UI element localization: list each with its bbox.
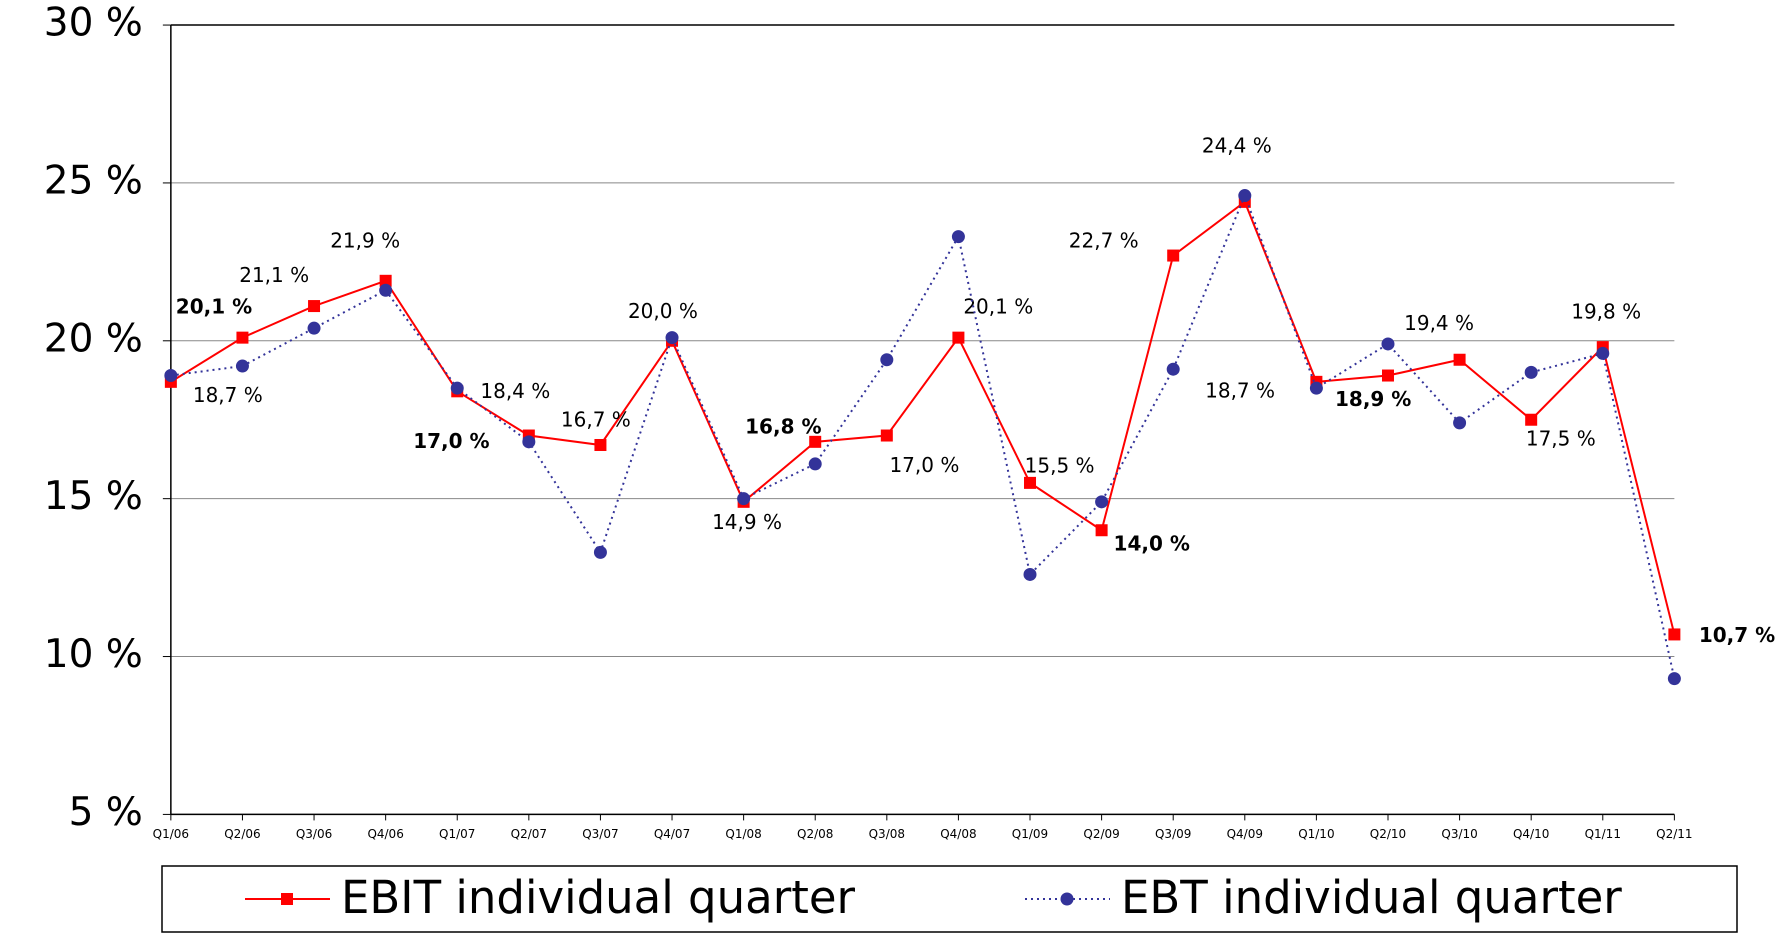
y-tick-label: 20 % bbox=[44, 316, 143, 361]
point bbox=[1309, 381, 1323, 395]
point bbox=[379, 283, 393, 297]
x-tick-label: Q3/07 bbox=[582, 827, 618, 841]
point bbox=[593, 545, 607, 559]
point bbox=[450, 381, 464, 395]
point bbox=[880, 353, 894, 367]
x-tick-label: Q2/06 bbox=[224, 827, 260, 841]
x-tick-label: Q1/08 bbox=[725, 827, 761, 841]
point bbox=[379, 274, 392, 287]
point bbox=[522, 435, 536, 449]
y-tick-label: 30 % bbox=[44, 1, 143, 46]
series-line bbox=[170, 192, 1676, 679]
point bbox=[1381, 369, 1394, 382]
y-tick-label: 15 % bbox=[44, 474, 143, 519]
x-tick-label: Q2/10 bbox=[1370, 827, 1406, 841]
point bbox=[1524, 365, 1538, 379]
point bbox=[164, 369, 178, 383]
x-tick-label: Q1/06 bbox=[153, 827, 189, 841]
point bbox=[665, 331, 679, 345]
x-tick-label: Q4/08 bbox=[940, 827, 976, 841]
series-line bbox=[170, 200, 1676, 635]
data-label: 15,5 % bbox=[1025, 453, 1095, 477]
point bbox=[951, 230, 965, 244]
data-label: 16,8 % bbox=[745, 415, 821, 439]
point bbox=[1668, 628, 1681, 641]
point bbox=[880, 429, 893, 442]
point bbox=[594, 438, 607, 451]
data-label: 21,9 % bbox=[330, 229, 400, 253]
point bbox=[1095, 495, 1109, 509]
point bbox=[1167, 249, 1180, 262]
point bbox=[952, 331, 965, 344]
point bbox=[1596, 346, 1610, 360]
data-label: 17,0 % bbox=[413, 429, 489, 453]
data-label: 22,7 % bbox=[1069, 228, 1139, 252]
point bbox=[1667, 672, 1681, 686]
x-tick-label: Q4/10 bbox=[1513, 827, 1549, 841]
data-label: 20,1 % bbox=[963, 295, 1033, 319]
point bbox=[235, 359, 249, 373]
y-tick-label: 25 % bbox=[44, 158, 143, 203]
x-tick-label: Q4/07 bbox=[654, 827, 690, 841]
point bbox=[307, 321, 321, 335]
data-label: 20,0 % bbox=[628, 299, 698, 323]
x-tick-label: Q4/06 bbox=[367, 827, 403, 841]
point bbox=[737, 492, 751, 506]
point bbox=[1525, 413, 1538, 426]
point bbox=[1381, 337, 1395, 351]
x-tick-label: Q3/08 bbox=[869, 827, 905, 841]
point bbox=[1238, 189, 1252, 203]
point bbox=[1453, 353, 1466, 366]
x-tick-label: Q3/09 bbox=[1155, 827, 1191, 841]
legend-marker bbox=[1060, 892, 1074, 906]
data-label: 18,9 % bbox=[1335, 387, 1411, 411]
x-tick-label: Q1/11 bbox=[1585, 827, 1621, 841]
data-label: 21,1 % bbox=[239, 263, 309, 287]
x-tick-label: Q1/10 bbox=[1298, 827, 1334, 841]
legend-label: EBIT individual quarter bbox=[341, 871, 856, 924]
point bbox=[1024, 476, 1037, 489]
data-label: 20,1 % bbox=[176, 295, 252, 319]
x-tick-label: Q2/11 bbox=[1656, 827, 1692, 841]
legend-box bbox=[161, 865, 1738, 933]
data-label: 16,7 % bbox=[561, 408, 631, 432]
data-label: 18,7 % bbox=[1205, 379, 1275, 403]
point bbox=[1023, 567, 1037, 581]
point bbox=[808, 457, 822, 471]
point bbox=[308, 300, 321, 313]
x-tick-label: Q1/09 bbox=[1012, 827, 1048, 841]
data-label: 14,9 % bbox=[712, 510, 782, 534]
data-label: 10,7 % bbox=[1699, 623, 1775, 647]
x-tick-label: Q2/08 bbox=[797, 827, 833, 841]
point bbox=[809, 435, 822, 448]
x-tick-label: Q3/10 bbox=[1441, 827, 1477, 841]
data-label: 24,4 % bbox=[1202, 134, 1272, 158]
data-label: 19,4 % bbox=[1404, 311, 1474, 335]
data-label: 18,4 % bbox=[480, 379, 550, 403]
data-label: 14,0 % bbox=[1114, 532, 1190, 556]
point bbox=[1453, 416, 1467, 430]
x-tick-label: Q2/07 bbox=[511, 827, 547, 841]
y-tick-label: 5 % bbox=[69, 790, 143, 835]
legend-marker bbox=[281, 893, 293, 905]
point bbox=[1166, 362, 1180, 376]
x-tick-label: Q4/09 bbox=[1227, 827, 1263, 841]
y-tick-label: 10 % bbox=[44, 632, 143, 677]
data-label: 17,0 % bbox=[889, 453, 959, 477]
legend-label: EBT individual quarter bbox=[1121, 871, 1622, 924]
x-tick-label: Q3/06 bbox=[296, 827, 332, 841]
x-tick-label: Q1/07 bbox=[439, 827, 475, 841]
x-tick-label: Q2/09 bbox=[1083, 827, 1119, 841]
point bbox=[236, 331, 249, 344]
data-label: 17,5 % bbox=[1526, 427, 1596, 451]
data-label: 18,7 % bbox=[193, 383, 263, 407]
point bbox=[1095, 524, 1108, 537]
data-label: 19,8 % bbox=[1571, 299, 1641, 323]
